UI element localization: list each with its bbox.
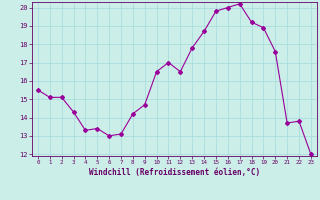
X-axis label: Windchill (Refroidissement éolien,°C): Windchill (Refroidissement éolien,°C) (89, 168, 260, 177)
